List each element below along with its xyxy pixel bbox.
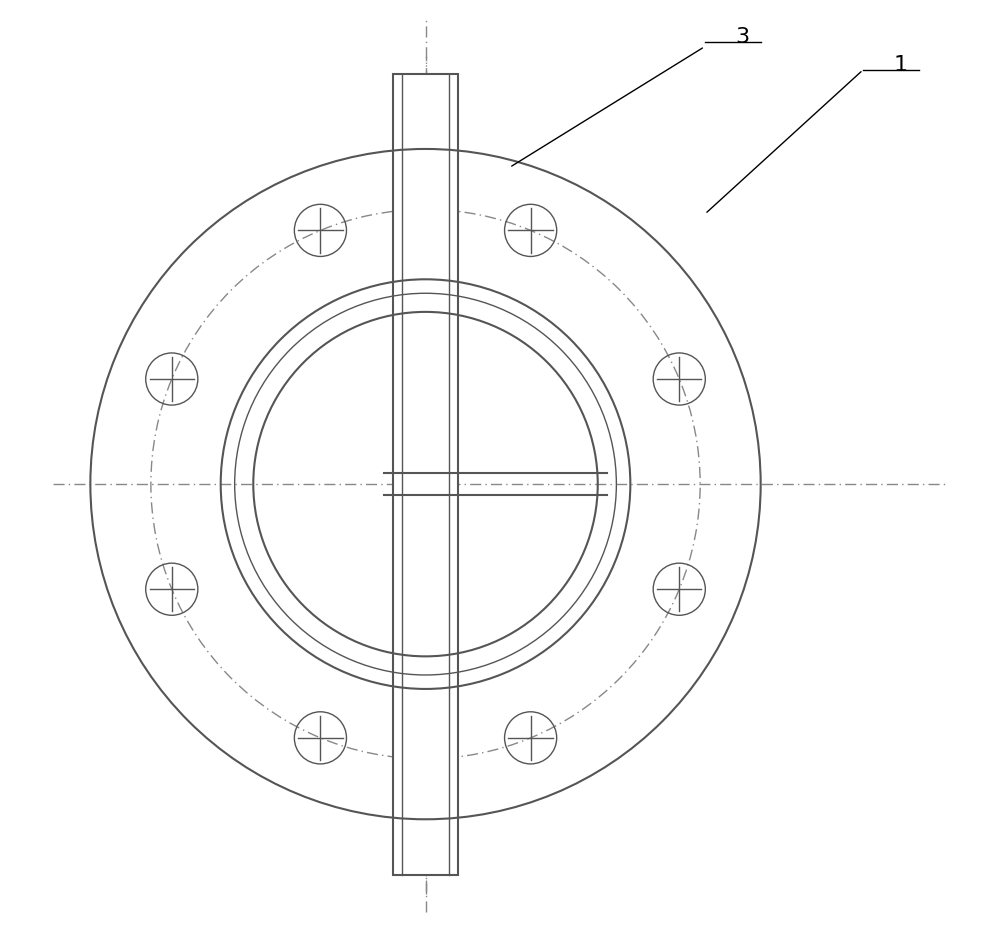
Text: 1: 1: [893, 55, 907, 75]
Bar: [393, 74, 458, 875]
Text: 3: 3: [735, 27, 749, 47]
